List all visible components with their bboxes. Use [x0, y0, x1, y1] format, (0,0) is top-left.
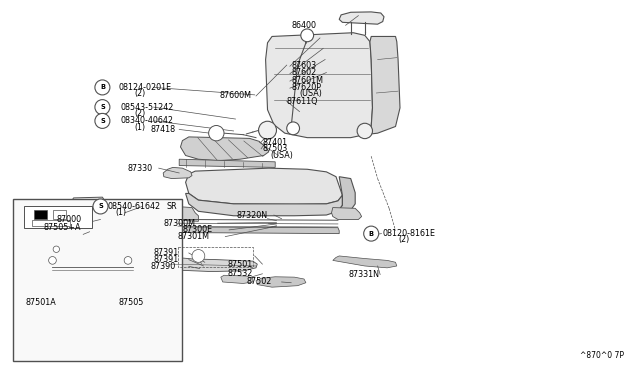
Circle shape [95, 113, 110, 128]
Circle shape [364, 226, 379, 241]
Text: (2): (2) [134, 109, 146, 118]
Circle shape [93, 199, 108, 214]
Polygon shape [168, 256, 257, 272]
Circle shape [287, 122, 300, 135]
Polygon shape [256, 277, 306, 287]
Circle shape [95, 80, 110, 95]
Text: (1): (1) [115, 208, 126, 217]
Polygon shape [52, 246, 129, 261]
Polygon shape [173, 227, 339, 234]
Text: 87505: 87505 [118, 298, 144, 307]
Polygon shape [332, 208, 362, 219]
Text: 87390: 87390 [150, 262, 175, 271]
Circle shape [53, 246, 60, 253]
Text: 87418: 87418 [150, 125, 175, 134]
Text: 87391: 87391 [154, 248, 179, 257]
Bar [178, 247, 253, 267]
Text: 87320N: 87320N [237, 211, 268, 219]
Text: B: B [369, 231, 374, 237]
Polygon shape [339, 12, 384, 24]
Text: SR: SR [166, 202, 177, 211]
Circle shape [259, 121, 276, 139]
Circle shape [49, 257, 56, 264]
Text: ^870^0 7P: ^870^0 7P [580, 351, 624, 360]
Polygon shape [179, 159, 275, 167]
Polygon shape [365, 36, 400, 135]
Text: 08124-0201E: 08124-0201E [118, 83, 172, 92]
Text: 87502: 87502 [246, 278, 272, 286]
Text: 87391: 87391 [154, 255, 179, 264]
Polygon shape [186, 193, 342, 216]
Circle shape [95, 100, 110, 115]
Polygon shape [266, 33, 372, 138]
Text: (2): (2) [399, 235, 410, 244]
Text: (1): (1) [134, 123, 145, 132]
Bar [13, 199, 182, 361]
Text: 87620P: 87620P [291, 83, 321, 92]
Polygon shape [221, 275, 253, 283]
Text: 87503: 87503 [262, 144, 287, 153]
Text: 87602: 87602 [291, 68, 316, 77]
Text: S: S [100, 104, 105, 110]
Polygon shape [58, 204, 125, 234]
Text: (USA): (USA) [300, 89, 323, 98]
Text: 87331N: 87331N [349, 270, 380, 279]
Text: 08543-51242: 08543-51242 [120, 103, 173, 112]
Text: 86400: 86400 [291, 21, 316, 30]
Bar [53, 210, 66, 219]
Text: 87601M: 87601M [291, 76, 323, 85]
Polygon shape [174, 206, 198, 221]
Bar [24, 206, 92, 228]
Text: 87401: 87401 [262, 138, 287, 147]
Circle shape [124, 257, 132, 264]
Text: 87600M: 87600M [220, 92, 252, 100]
Text: 87611Q: 87611Q [287, 97, 318, 106]
Circle shape [209, 125, 224, 141]
Text: 87501: 87501 [227, 260, 252, 269]
Circle shape [192, 250, 205, 262]
Polygon shape [180, 137, 269, 161]
Text: 87300M: 87300M [163, 219, 195, 228]
Text: 87000: 87000 [56, 215, 81, 224]
Text: (USA): (USA) [270, 151, 293, 160]
Polygon shape [338, 177, 355, 211]
Polygon shape [72, 197, 104, 204]
Polygon shape [163, 167, 192, 179]
Bar [32, 220, 70, 226]
Text: S: S [100, 118, 105, 124]
Text: 08340-40642: 08340-40642 [120, 116, 173, 125]
Text: 87505+A: 87505+A [44, 223, 81, 232]
Text: 87301M: 87301M [178, 232, 210, 241]
Text: 87603: 87603 [291, 61, 316, 70]
Text: 87300E: 87300E [182, 225, 212, 234]
Text: (2): (2) [134, 89, 146, 98]
Circle shape [301, 29, 314, 42]
Circle shape [357, 123, 372, 139]
Polygon shape [186, 168, 342, 205]
Text: 08540-61642: 08540-61642 [108, 202, 161, 211]
Text: 87501A: 87501A [26, 298, 56, 307]
Text: B: B [100, 84, 105, 90]
Text: 87330: 87330 [128, 164, 153, 173]
Bar [34, 210, 47, 219]
Text: 08120-8161E: 08120-8161E [383, 229, 436, 238]
Polygon shape [333, 256, 397, 268]
Text: S: S [98, 203, 103, 209]
Text: 87532: 87532 [227, 269, 253, 278]
